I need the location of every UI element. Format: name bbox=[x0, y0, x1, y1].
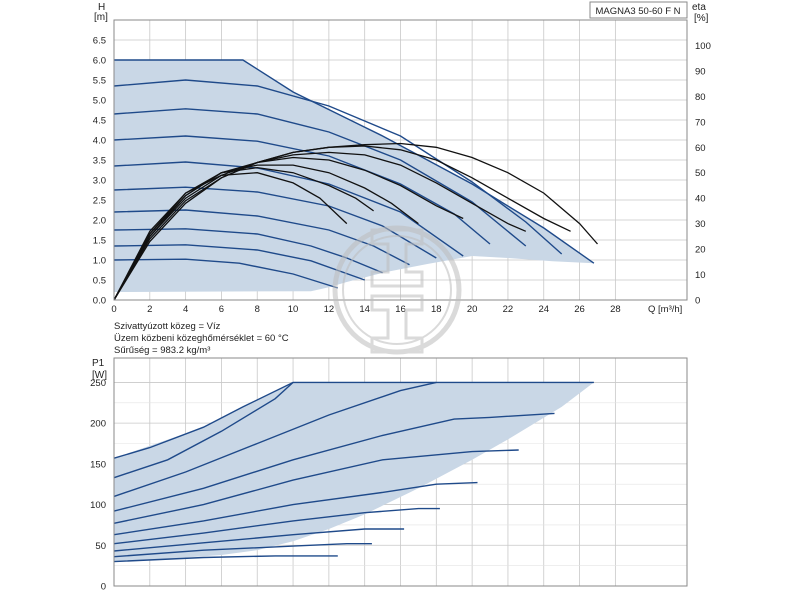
y-tick-label: 200 bbox=[90, 419, 106, 430]
x-tick-label: 10 bbox=[288, 304, 299, 315]
power-curve bbox=[113, 528, 405, 552]
y-tick-label: 0.5 bbox=[93, 276, 106, 287]
x-tick-label: 18 bbox=[431, 304, 442, 315]
manufacturer-watermark-icon bbox=[332, 225, 462, 355]
efficiency-curve bbox=[113, 164, 419, 301]
head-x-axis-label: Q [m³/h] bbox=[648, 304, 682, 315]
x-tick-label: 22 bbox=[503, 304, 514, 315]
eta-y-tick-labels: 0 10 20 30 40 50 60 70 80 90 100 bbox=[695, 41, 711, 307]
efficiency-curve bbox=[113, 142, 598, 301]
power-curve bbox=[113, 381, 594, 459]
head-curve bbox=[113, 161, 464, 257]
efficiency-curve bbox=[113, 172, 348, 301]
x-tick-label: 28 bbox=[610, 304, 621, 315]
x-tick-label: 26 bbox=[574, 304, 585, 315]
head-curve bbox=[113, 244, 365, 281]
power-curve bbox=[113, 507, 440, 545]
power-curve bbox=[113, 555, 338, 563]
power-curve bbox=[113, 543, 372, 558]
power-chart: 0 50 100 150 200 250 P1 [W] bbox=[90, 357, 688, 593]
head-x-tick-labels: 0 2 4 6 8 10 12 14 16 18 20 22 24 26 28 bbox=[111, 304, 620, 315]
medium-info-line: Szivattyúzott közeg = Víz bbox=[114, 321, 221, 332]
y-tick-label: 250 bbox=[90, 378, 106, 389]
power-curve bbox=[113, 381, 437, 498]
y-tick-label: 2.0 bbox=[93, 216, 106, 227]
power-y-label-unit: [W] bbox=[92, 370, 107, 381]
eta-tick-label: 40 bbox=[695, 194, 706, 205]
y-tick-label: 150 bbox=[90, 459, 106, 470]
y-tick-label: 5.5 bbox=[93, 76, 106, 87]
eta-tick-label: 30 bbox=[695, 219, 706, 230]
y-tick-label: 4.0 bbox=[93, 136, 106, 147]
power-y-label-symbol: P1 bbox=[92, 358, 105, 369]
eta-tick-label: 80 bbox=[695, 92, 706, 103]
power-curve bbox=[113, 412, 555, 512]
efficiency-curve bbox=[113, 145, 571, 301]
head-curve bbox=[114, 59, 595, 264]
eta-tick-label: 90 bbox=[695, 66, 706, 77]
y-tick-label: 0 bbox=[101, 582, 106, 593]
eta-tick-label: 10 bbox=[695, 270, 706, 281]
head-curve bbox=[113, 108, 527, 247]
y-tick-label: 0.0 bbox=[93, 296, 106, 307]
medium-info: Szivattyúzott közeg = Víz Üzem közbeni k… bbox=[114, 321, 289, 356]
x-tick-label: 16 bbox=[395, 304, 406, 315]
x-tick-label: 0 bbox=[111, 304, 116, 315]
head-chart: 0 2 4 6 8 10 12 14 16 18 20 22 24 26 28 0.00.51.01.52.… bbox=[93, 1, 711, 315]
y-tick-label: 3.5 bbox=[93, 156, 106, 167]
medium-info-line: Sűrűség = 983.2 kg/m³ bbox=[114, 345, 210, 356]
y-tick-label: 1.5 bbox=[93, 236, 106, 247]
x-tick-label: 12 bbox=[324, 304, 335, 315]
y-tick-label: 6.0 bbox=[93, 56, 106, 67]
medium-info-line: Üzem közbeni közeghőmérséklet = 60 °C bbox=[114, 333, 289, 344]
head-y-tick-labels: 0.0 0.5 1.0 1.5 2.0 2.5 3.0 3.5 4.0 4.5 5.0 5.5 6.0 6… bbox=[93, 36, 106, 307]
power-curves bbox=[113, 381, 594, 563]
eta-tick-label: 100 bbox=[695, 41, 711, 52]
head-operating-area bbox=[114, 60, 594, 292]
model-name: MAGNA3 50-60 F N bbox=[596, 6, 681, 17]
y-tick-label: 2.5 bbox=[93, 196, 106, 207]
x-tick-label: 20 bbox=[467, 304, 478, 315]
head-plot-frame bbox=[113, 19, 688, 301]
head-curve bbox=[113, 79, 563, 255]
power-curve bbox=[113, 381, 294, 479]
y-tick-label: 1.0 bbox=[93, 256, 106, 267]
eta-tick-label: 50 bbox=[695, 168, 706, 179]
y-tick-label: 4.5 bbox=[93, 116, 106, 127]
eta-tick-label: 60 bbox=[695, 143, 706, 154]
y-tick-label: 5.0 bbox=[93, 96, 106, 107]
eta-tick-label: 0 bbox=[695, 296, 700, 307]
y-tick-label: 50 bbox=[95, 541, 106, 552]
model-box bbox=[589, 1, 688, 19]
head-y-label-symbol: H bbox=[98, 2, 105, 13]
y-tick-label: 3.0 bbox=[93, 176, 106, 187]
x-tick-label: 8 bbox=[255, 304, 260, 315]
efficiency-curve bbox=[113, 166, 374, 301]
efficiency-curves bbox=[113, 142, 598, 301]
x-tick-label: 2 bbox=[147, 304, 152, 315]
efficiency-curve bbox=[113, 151, 527, 301]
power-curve bbox=[113, 449, 519, 524]
eta-tick-label: 70 bbox=[695, 117, 706, 128]
eta-y-label-unit: [%] bbox=[694, 13, 709, 24]
eta-tick-label: 20 bbox=[695, 245, 706, 256]
x-tick-label: 4 bbox=[183, 304, 188, 315]
y-tick-label: 6.5 bbox=[93, 36, 106, 47]
head-y-label-unit: [m] bbox=[94, 12, 108, 23]
x-tick-label: 6 bbox=[219, 304, 224, 315]
head-curve bbox=[113, 258, 339, 289]
x-tick-label: 24 bbox=[538, 304, 549, 315]
power-plot-frame bbox=[113, 357, 688, 587]
y-tick-label: 100 bbox=[90, 500, 106, 511]
x-tick-label: 14 bbox=[359, 304, 370, 315]
power-operating-area bbox=[114, 382, 594, 562]
power-y-tick-labels: 0 50 100 150 200 250 bbox=[90, 378, 106, 593]
power-curve bbox=[113, 481, 478, 536]
eta-y-label-symbol: eta bbox=[692, 2, 706, 13]
